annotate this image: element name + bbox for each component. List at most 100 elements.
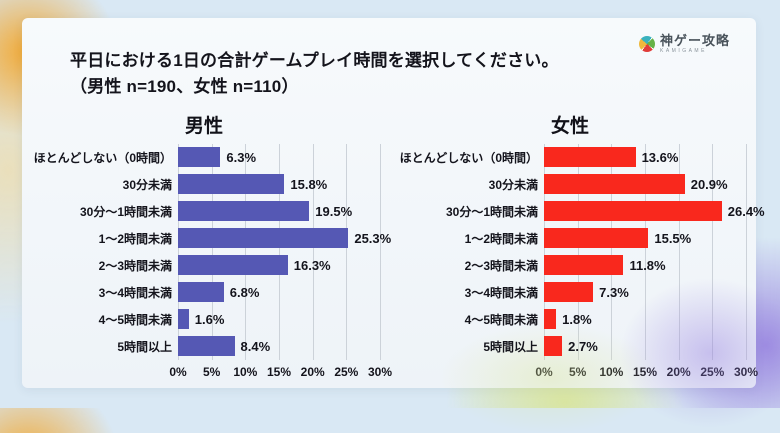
axis-tick-label: 25% [334,364,359,379]
bar-track: 16.3% [178,252,380,279]
category-label: 1～2時間未満 [98,231,172,246]
gridline [577,143,579,360]
bar-track: 1.6% [178,306,380,333]
category-label: 30分～1時間未満 [445,204,538,219]
value-label: 16.3% [293,257,331,273]
gridlines [544,143,747,360]
value-label: 8.4% [240,338,271,354]
axis-tick-label: 15% [266,364,292,379]
chart-row: 5時間以上 8.4% [28,333,380,360]
chart-row: ほとんどしない（0時間） 13.6% [394,144,746,171]
survey-title-line1: 平日における1日の合計ゲームプレイ時間を選択してください。 [70,51,559,70]
category-label: ほとんどしない（0時間） [399,150,538,165]
bar-track: 1.8% [544,306,746,333]
card-header: 平日における1日の合計ゲームプレイ時間を選択してください。 （男性 n=190、… [22,18,756,101]
category-label: 5時間以上 [483,339,538,354]
category-label: 4～5時間未満 [98,312,172,327]
chart-title-male: 男性 [184,115,223,137]
chart-row: 5時間以上 2.7% [394,333,746,360]
value-label: 6.8% [229,284,260,300]
gridline [544,143,545,360]
x-axis: 0% 5% 10% 15% 20% 25% 30% [535,360,758,382]
value-label: 1.6% [194,311,225,327]
gridline [211,143,213,360]
bar-女性 [544,336,563,357]
bar-女性 [544,282,594,303]
chart-row: 30分未満 15.8% [28,171,380,198]
bar-track: 15.5% [544,225,746,252]
value-label: 7.3% [599,284,629,300]
bar-track: 15.8% [178,171,380,198]
category-label: 30分～1時間未満 [79,204,172,219]
category-label: 2～3時間未満 [464,258,538,273]
axis-tick-label: 5% [202,364,221,379]
chart-row: 3～4時間未満 6.8% [28,279,380,306]
chart-row: 3～4時間未満 7.3% [394,279,746,306]
charts-container: 男性 ほとんどしない（0時間） 6.3% 30分未満 15.8% 30分～1時間未満 19.… [22,101,765,382]
chart-row: ほとんどしない（0時間） 6.3% [28,144,380,171]
gridline [380,143,381,360]
x-axis: 0% 5% 10% 15% 20% 25% 30% [169,360,392,382]
gridline [346,143,348,360]
gridline [645,143,646,360]
value-label: 1.8% [562,311,592,327]
category-label: 2～3時間未満 [98,258,172,273]
chart-title-female: 女性 [550,115,589,137]
bar-男性 [178,228,349,249]
plot-area: ほとんどしない（0時間） 6.3% 30分未満 15.8% 30分～1時間未満 19.5%… [28,143,391,360]
chart-row: 2～3時間未満 11.8% [394,252,746,279]
bar-track: 8.4% [178,333,380,360]
value-label: 6.3% [226,149,257,165]
axis-tick-label: 30% [367,364,393,379]
kamigame-logo-text: 神ゲー攻略 KAMIGAME [660,34,730,54]
axis-tick-label: 30% [733,364,759,379]
chart-row: 30分～1時間未満 26.4% [394,198,765,225]
logo-name: 神ゲー攻略 [659,33,730,48]
bar-track: 11.8% [544,252,746,279]
chart-row: 30分～1時間未満 19.5% [28,198,380,225]
bar-女性 [544,147,636,168]
value-label: 13.6% [641,149,679,165]
gridline [178,143,179,360]
value-label: 2.7% [568,338,598,354]
bar-track: 19.5% [178,198,380,225]
chart-row: 1～2時間未満 15.5% [394,225,746,252]
bar-track: 26.4% [544,198,765,225]
value-label: 15.8% [290,176,328,192]
value-label: 19.5% [315,203,353,219]
category-label: 3～4時間未満 [464,285,538,300]
value-label: 20.9% [690,176,728,192]
gridline [712,143,714,360]
value-label: 26.4% [727,203,765,219]
category-label: 3～4時間未満 [98,285,172,300]
gridline [312,143,314,360]
chart-female: 女性 ほとんどしない（0時間） 13.6% 30分未満 20.9% 30分～1時間未満 26… [394,109,765,382]
bar-男性 [178,282,224,303]
chart-row: 1～2時間未満 25.3% [28,225,391,252]
value-label: 15.5% [654,230,692,246]
gridline [279,143,280,360]
kamigame-pinwheel-icon [638,36,655,52]
category-label: 30分未満 [488,177,538,192]
bar-男性 [178,147,221,168]
axis-tick-label: 0% [535,364,553,379]
bar-女性 [544,309,557,330]
bar-track: 2.7% [544,333,746,360]
gridlines [178,143,381,360]
bar-track: 6.3% [178,144,380,171]
bar-男性 [178,255,288,276]
survey-card: 平日における1日の合計ゲームプレイ時間を選択してください。 （男性 n=190、… [22,18,765,388]
bar-男性 [178,309,189,330]
bar-女性 [544,201,722,222]
axis-tick-label: 0% [169,364,187,379]
axis-tick-label: 5% [568,364,587,379]
chart-male: 男性ほとんどしない（0時間） 6.3% 30分未満 15.8% 30分～1時間未満 19.… [28,109,392,382]
axis-tick-label: 25% [700,364,725,379]
survey-title-line2: （男性 n=190、女性 n=110） [70,77,299,97]
category-label: 5時間以上 [117,339,172,354]
bar-男性 [178,336,235,357]
logo-subtext: KAMIGAME [659,48,707,54]
category-label: 4～5時間未満 [464,312,538,327]
chart-row: 2～3時間未満 16.3% [28,252,380,279]
bar-track: 20.9% [544,171,746,198]
